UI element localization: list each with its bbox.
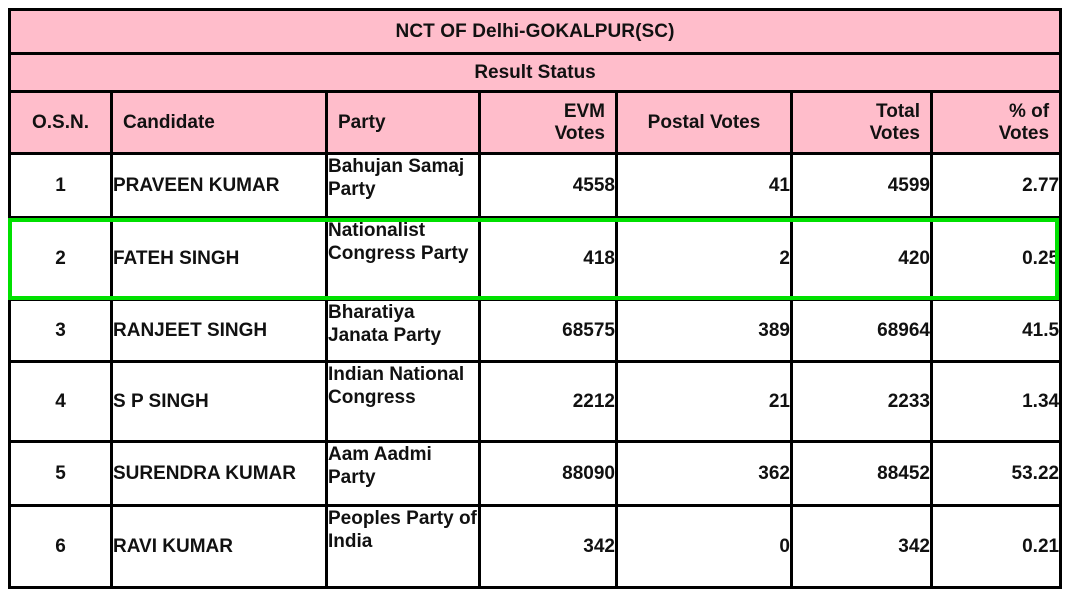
column-header-postal-votes: Postal Votes (615, 90, 793, 155)
cell-party: Nationalist Congress Party (325, 216, 481, 301)
section-title-row: Result Status (7, 52, 1063, 93)
column-header-total-votes-line1: Total (876, 100, 920, 122)
cell-postal-votes: 362 (615, 440, 793, 507)
column-header-total-votes: Total Votes (790, 90, 933, 155)
table-row[interactable]: 6 RAVI KUMAR Peoples Party of India 342 … (8, 504, 1063, 589)
cell-pct-votes: 0.21 (929, 504, 1063, 589)
cell-total-votes: 2233 (790, 360, 933, 443)
column-header-row: O.S.N. Candidate Party EVM Votes Postal … (8, 90, 1063, 155)
column-header-candidate: Candidate (110, 90, 328, 155)
cell-candidate: S P SINGH (110, 360, 328, 443)
cell-postal-votes: 41 (615, 152, 793, 219)
cell-total-votes: 4599 (790, 152, 933, 219)
cell-party: Indian National Congress (325, 360, 481, 443)
cell-osn: 1 (8, 152, 113, 219)
cell-postal-votes: 21 (615, 360, 793, 443)
result-status-title: Result Status (7, 52, 1063, 93)
cell-evm-votes: 2212 (478, 360, 618, 443)
cell-osn: 4 (8, 360, 113, 443)
table-body: 1 PRAVEEN KUMAR Bahujan Samaj Party 4558… (8, 152, 1063, 589)
cell-postal-votes: 0 (615, 504, 793, 589)
cell-evm-votes: 342 (478, 504, 618, 589)
cell-pct-votes: 53.22 (929, 440, 1063, 507)
table-row[interactable]: 4 S P SINGH Indian National Congress 221… (8, 360, 1063, 443)
column-header-evm-votes: EVM Votes (478, 90, 618, 155)
column-header-evm-votes-line2: Votes (554, 122, 605, 144)
cell-evm-votes: 68575 (478, 298, 618, 363)
cell-party: Aam Aadmi Party (325, 440, 481, 507)
column-header-party: Party (325, 90, 481, 155)
column-header-pct-votes: % of Votes (929, 90, 1063, 155)
column-header-evm-votes-line1: EVM (563, 100, 605, 122)
cell-total-votes: 342 (790, 504, 933, 589)
cell-postal-votes: 389 (615, 298, 793, 363)
cell-candidate: PRAVEEN KUMAR (110, 152, 328, 219)
cell-candidate: RANJEET SINGH (110, 298, 328, 363)
cell-party: Bahujan Samaj Party (325, 152, 481, 219)
cell-pct-votes: 2.77 (929, 152, 1063, 219)
table-row[interactable]: 3 RANJEET SINGH Bharatiya Janata Party 6… (8, 298, 1063, 363)
cell-osn: 2 (8, 216, 113, 301)
table-row[interactable]: 1 PRAVEEN KUMAR Bahujan Samaj Party 4558… (8, 152, 1063, 219)
cell-evm-votes: 4558 (478, 152, 618, 219)
cell-total-votes: 68964 (790, 298, 933, 363)
table-row[interactable]: 5 SURENDRA KUMAR Aam Aadmi Party 88090 3… (8, 440, 1063, 507)
cell-party: Bharatiya Janata Party (325, 298, 481, 363)
cell-candidate: FATEH SINGH (110, 216, 328, 301)
column-header-osn: O.S.N. (8, 90, 113, 155)
cell-total-votes: 88452 (790, 440, 933, 507)
cell-osn: 3 (8, 298, 113, 363)
constituency-title-row: NCT OF Delhi-GOKALPUR(SC) (7, 8, 1063, 55)
cell-osn: 5 (8, 440, 113, 507)
cell-postal-votes: 2 (615, 216, 793, 301)
cell-party: Peoples Party of India (325, 504, 481, 589)
election-result-table: NCT OF Delhi-GOKALPUR(SC) Result Status … (7, 8, 1063, 589)
cell-osn: 6 (8, 504, 113, 589)
table-row-highlighted[interactable]: 2 FATEH SINGH Nationalist Congress Party… (8, 216, 1063, 301)
column-header-pct-votes-line1: % of (1008, 100, 1050, 122)
cell-pct-votes: 0.25 (929, 216, 1063, 301)
page-title: NCT OF Delhi-GOKALPUR(SC) (7, 8, 1063, 55)
cell-candidate: SURENDRA KUMAR (110, 440, 328, 507)
cell-evm-votes: 88090 (478, 440, 618, 507)
column-header-total-votes-line2: Votes (869, 122, 920, 144)
cell-pct-votes: 1.34 (929, 360, 1063, 443)
cell-pct-votes: 41.5 (929, 298, 1063, 363)
cell-evm-votes: 418 (478, 216, 618, 301)
table-head: NCT OF Delhi-GOKALPUR(SC) Result Status … (7, 8, 1063, 155)
column-header-pct-votes-line2: Votes (998, 122, 1050, 144)
cell-candidate: RAVI KUMAR (110, 504, 328, 589)
cell-total-votes: 420 (790, 216, 933, 301)
